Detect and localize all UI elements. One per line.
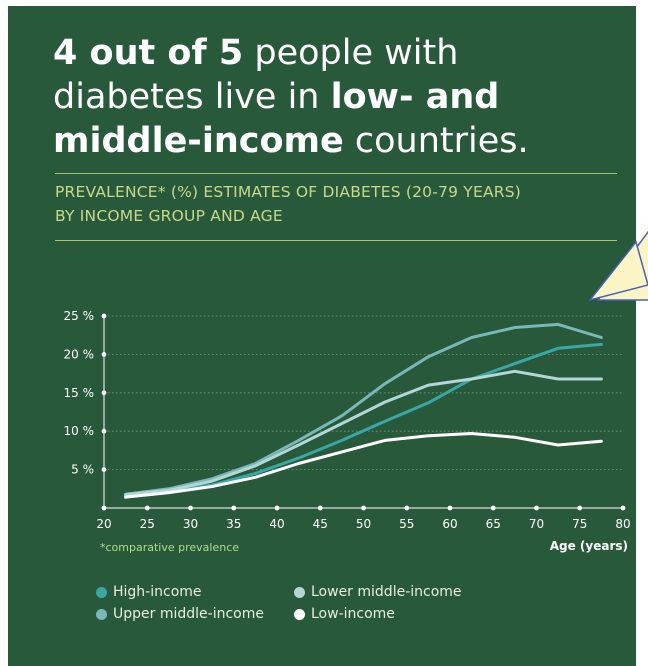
x-tick-dot [577, 505, 583, 511]
legend-swatch-high-income [96, 586, 107, 598]
x-tick-dot [188, 505, 193, 511]
series-lines [124, 322, 603, 499]
x-tick-dot [361, 505, 366, 511]
tick-labels: 5 % 10 % 15 % 20 % 25 % 20 25 30 35 40 45 50 55 60 65 7… [64, 309, 631, 531]
legend-label: Low-income [311, 606, 395, 622]
x-tick-label: 35 [226, 517, 241, 531]
headline-text-4: countries. [343, 121, 529, 161]
x-tick-label: 80 [615, 517, 630, 531]
series-line-lower-middle-income [124, 369, 603, 497]
subtitle-line-2: BY INCOME GROUP AND AGE [55, 207, 283, 225]
legend-swatch-upper-middle-income [96, 608, 107, 620]
x-tick-label: 75 [572, 517, 587, 531]
headline-bold-1: 4 out of 5 [53, 33, 244, 73]
x-tick-label: 20 [96, 517, 111, 531]
x-tick-dot [231, 505, 237, 511]
x-tick-label: 40 [269, 517, 284, 531]
x-tick-dot [534, 505, 539, 511]
legend-item-low-income: Low-income [294, 606, 395, 622]
x-tick-label: 60 [442, 517, 457, 531]
x-tick-dot [447, 505, 453, 511]
x-tick-label: 30 [183, 517, 198, 531]
headline-bold-3: low- and middle-income [53, 77, 500, 161]
x-tick-dot [317, 505, 323, 511]
legend-swatch-low-income [294, 608, 305, 620]
x-tick-label: 50 [356, 517, 371, 531]
headline-text-2: people with diabetes live in [53, 33, 459, 117]
x-tick-label: 45 [313, 517, 328, 531]
x-tick-label: 55 [399, 517, 414, 531]
series-line-upper-middle-income [124, 322, 603, 496]
x-tick-dot [490, 505, 496, 511]
y-tick-label: 10 % [64, 424, 95, 438]
legend-label: Upper middle-income [113, 606, 264, 622]
y-tick-label: 20 % [64, 347, 95, 361]
legend-item-lower-middle-income: Lower middle-income [294, 584, 462, 600]
x-tick-dot [144, 505, 150, 511]
x-tick-label: 65 [486, 517, 501, 531]
legend-label: High-income [113, 584, 202, 600]
x-tick-dot [404, 505, 410, 511]
x-tick-dot [101, 505, 107, 511]
x-tick-label: 70 [529, 517, 544, 531]
axes [101, 313, 626, 511]
subtitle-line-1: PREVALENCE* (%) ESTIMATES OF DIABETES (2… [55, 183, 522, 201]
footnote: *comparative prevalence [100, 541, 240, 554]
x-tick-dot [620, 505, 626, 511]
legend-item-upper-middle-income: Upper middle-income [96, 606, 264, 622]
legend-item-high-income: High-income [96, 584, 202, 600]
y-tick-label: 15 % [64, 386, 95, 400]
series-line-high-income [124, 342, 603, 498]
infographic-panel [8, 6, 636, 666]
x-axis-title: Age (years) [549, 539, 628, 553]
x-tick-dot [274, 505, 280, 511]
bottom-divider [55, 240, 617, 241]
legend-label: Lower middle-income [311, 584, 462, 600]
chart-subtitle: PREVALENCE* (%) ESTIMATES OF DIABETES (2… [55, 180, 615, 228]
headline: 4 out of 5 people with diabetes live in … [53, 31, 613, 163]
series-line-low-income [124, 432, 603, 499]
legend-swatch-lower-middle-income [294, 586, 305, 598]
y-tick-label: 5 % [71, 463, 94, 477]
top-divider [55, 173, 617, 174]
callout-bubble [588, 231, 648, 302]
y-tick-label: 25 % [64, 309, 95, 323]
x-tick-label: 25 [140, 517, 155, 531]
